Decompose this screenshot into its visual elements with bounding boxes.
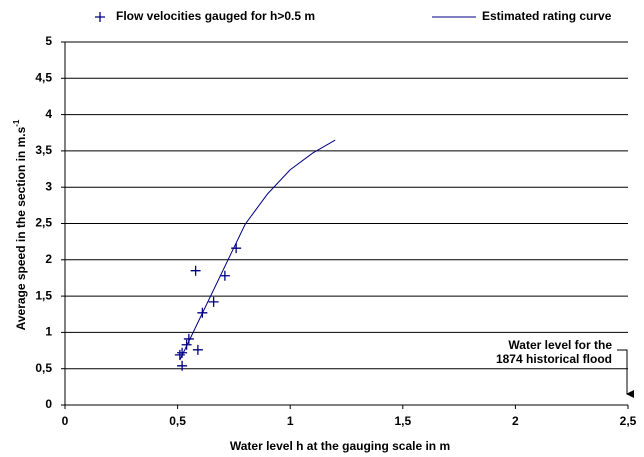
y-axis-title: Average speed in the section in m.s-1 [12, 119, 28, 330]
data-point [183, 333, 194, 344]
data-point [174, 349, 185, 360]
legend-label: Estimated rating curve [482, 9, 612, 23]
y-tick-label: 3 [45, 179, 52, 193]
x-tick-label: 2,5 [620, 414, 637, 428]
data-point [181, 339, 192, 350]
x-axis-title: Water level h at the gauging scale in m [230, 439, 450, 453]
annotation: 1874 historical flood [496, 352, 612, 366]
data-point [231, 243, 242, 254]
x-tick-label: 0 [62, 414, 69, 428]
y-tick-label: 1,5 [35, 288, 52, 302]
data-point [208, 296, 219, 307]
x-tick-label: 2 [512, 414, 519, 428]
y-axis-title-superscript: -1 [12, 119, 21, 127]
x-tick-label: 0,5 [169, 414, 186, 428]
y-tick-label: 0 [45, 397, 52, 411]
y-tick-label: 1 [45, 325, 52, 339]
data-point [219, 270, 230, 281]
y-tick-label: 3,5 [35, 143, 52, 157]
y-tick-label: 4 [45, 107, 52, 121]
annotation: Water level for the [508, 338, 612, 352]
annotation-arrow [617, 349, 634, 398]
rating-curve [179, 139, 336, 361]
y-tick-label: 5 [45, 34, 52, 48]
y-tick-label: 0,5 [35, 361, 52, 375]
y-tick-label: 2,5 [35, 216, 52, 230]
y-tick-label: 4,5 [35, 70, 52, 84]
y-tick-label: 2 [45, 252, 52, 266]
data-point [177, 360, 188, 371]
y-axis-title-main: Average speed in the section in m.s [14, 126, 28, 330]
data-point [192, 344, 203, 355]
legend-marker [95, 12, 105, 22]
legend-label: Flow velocities gauged for h>0.5 m [116, 9, 315, 23]
x-tick-label: 1 [287, 414, 294, 428]
data-point [190, 265, 201, 276]
x-tick-label: 1,5 [394, 414, 411, 428]
